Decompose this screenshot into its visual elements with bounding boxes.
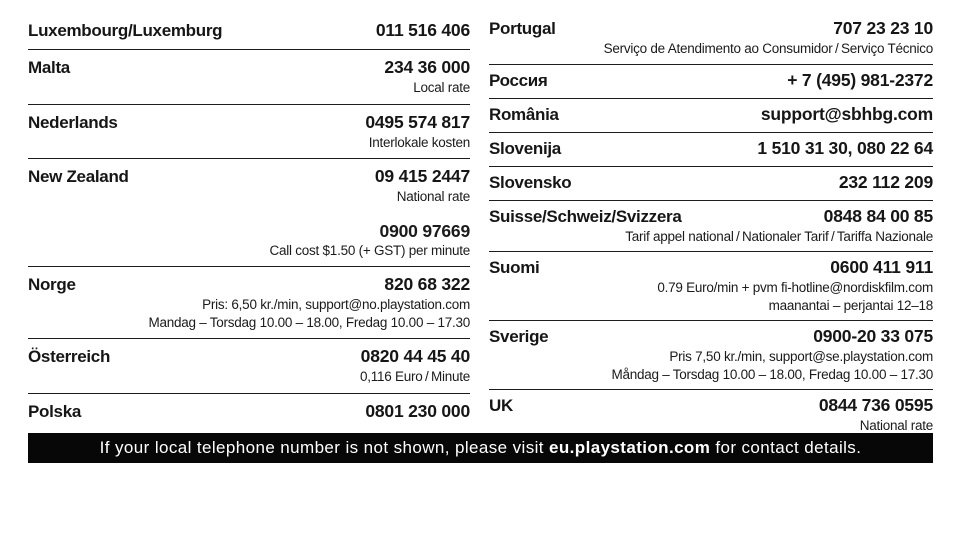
- contact-entry-main: Österreich 0820 44 45 40: [28, 345, 470, 368]
- contact-note: Mandag – Torsdag 10.00 – 18.00, Fredag 1…: [148, 314, 470, 330]
- country-name: România: [489, 104, 559, 124]
- contact-entry-main: Portugal 707 23 23 10: [489, 17, 933, 40]
- contact-entry: Österreich 0820 44 45 40 0,116 Euro / Minu…: [28, 339, 470, 394]
- contact-entry-main: Slovenija 1 510 31 30, 080 22 64: [489, 137, 933, 160]
- contact-entry-main: Suisse/Schweiz/Svizzera 0848 84 00 85: [489, 205, 933, 228]
- country-name: Slovensko: [489, 172, 572, 192]
- contact-entry: Malta 234 36 000 Local rate: [28, 50, 470, 105]
- contact-entry: New Zealand 09 415 2447 National rate 0900 …: [28, 159, 470, 267]
- contact-number-secondary: 0900 97669: [379, 220, 471, 241]
- contact-entry-main: Luxembourg/Luxemburg 011 516 406: [28, 19, 470, 42]
- contact-note: Pris: 6,50 kr./min, support@no.playstati…: [202, 297, 470, 312]
- contact-number: 0495 574 817: [365, 111, 470, 132]
- contact-entry-main: Slovensko 232 112 209: [489, 171, 933, 194]
- contact-entry: Suisse/Schweiz/Svizzera 0848 84 00 85 Tari…: [489, 201, 933, 252]
- contact-number: support@sbhbg.com: [760, 103, 933, 124]
- contact-entry-main: Sverige 0900-20 33 075: [489, 325, 933, 348]
- country-name: Luxembourg/Luxemburg: [28, 21, 223, 40]
- contact-note: Pris 7,50 kr./min, support@se.playstatio…: [669, 349, 933, 364]
- contact-entry: Norge 820 68 322 Pris: 6,50 kr./min, suppo…: [28, 267, 470, 339]
- footer-text-suffix: for contact details.: [710, 438, 862, 457]
- contact-note: Måndag – Torsdag 10.00 – 18.00, Fredag 1…: [611, 366, 933, 382]
- contact-number: + 7 (495) 981-2372: [787, 69, 933, 90]
- footer-text-prefix: If your local telephone number is not sh…: [99, 438, 550, 457]
- country-name: New Zealand: [28, 167, 129, 186]
- contact-note: National rate: [859, 418, 934, 433]
- contact-entry: Slovensko 232 112 209: [489, 167, 933, 201]
- contact-entry-main: Россия + 7 (495) 981-2372: [489, 69, 933, 92]
- contact-number: 820 68 322: [384, 274, 470, 294]
- contact-entry: Luxembourg/Luxemburg 011 516 406: [28, 13, 470, 50]
- contact-column-left: Luxembourg/Luxemburg 011 516 406 Malta 234 …: [28, 13, 470, 430]
- contact-entry-main: New Zealand 09 415 2447: [28, 165, 470, 188]
- contact-entry-main: Suomi 0600 411 911: [489, 256, 933, 279]
- contact-entry: Slovenija 1 510 31 30, 080 22 64: [489, 133, 933, 167]
- contact-entry: Polska 0801 230 000: [28, 394, 470, 430]
- contact-entry: România support@sbhbg.com: [489, 99, 933, 133]
- country-name: Suisse/Schweiz/Svizzera: [489, 206, 682, 226]
- country-name: Nederlands: [28, 112, 118, 132]
- contact-entry: Nederlands 0495 574 817 Interlokale kosten: [28, 105, 471, 159]
- contact-number: 0848 84 00 85: [823, 205, 934, 226]
- contact-note: Tarif appel national / Nationaler Tarif …: [625, 228, 933, 244]
- contact-note: National rate: [396, 189, 471, 204]
- contact-entry-main: Polska 0801 230 000: [28, 400, 470, 423]
- country-name: Polska: [28, 401, 82, 421]
- contact-column-right: Portugal 707 23 23 10 Serviço de Atendimen…: [489, 13, 933, 441]
- contact-note: Interlokale kosten: [368, 134, 471, 150]
- contact-entry-main: UK 0844 736 0595: [489, 394, 933, 417]
- contact-entry: Portugal 707 23 23 10 Serviço de Atendimen…: [489, 13, 933, 65]
- footer-url: eu.playstation.com: [549, 438, 711, 457]
- contact-note: 0.79 Euro/min + pvm fi-hotline@nordiskfi…: [657, 280, 933, 295]
- country-name: Portugal: [489, 19, 556, 38]
- country-name: Malta: [28, 58, 70, 77]
- contact-number: 232 112 209: [838, 171, 933, 192]
- contact-note: maanantai – perjantai 12–18: [768, 297, 934, 313]
- contact-number: 011 516 406: [375, 20, 470, 40]
- contact-note: Serviço de Atendimento ao Consumidor / S…: [603, 41, 934, 56]
- contact-number: 1 510 31 30, 080 22 64: [757, 137, 933, 158]
- contact-entry: UK 0844 736 0595 National rate: [489, 390, 933, 441]
- contact-number: 0600 411 911: [830, 257, 933, 277]
- footer-banner: If your local telephone number is not sh…: [28, 433, 933, 463]
- country-name: Norge: [28, 275, 76, 294]
- contact-entry: Россия + 7 (495) 981-2372: [489, 65, 933, 99]
- country-name: UK: [489, 396, 513, 415]
- contact-number: 707 23 23 10: [833, 18, 933, 38]
- contact-entry: Suomi 0600 411 911 0.79 Euro/min + pvm fi-…: [489, 252, 933, 321]
- contact-entry-main: Nederlands 0495 574 817: [28, 111, 470, 134]
- contact-number: 234 36 000: [384, 57, 470, 77]
- country-name: Suomi: [489, 258, 540, 277]
- country-name: Österreich: [28, 347, 111, 366]
- contact-entry: Sverige 0900-20 33 075 Pris 7,50 kr./min, …: [489, 321, 933, 390]
- contact-note: Local rate: [413, 80, 470, 95]
- contact-number: 0820 44 45 40: [360, 346, 471, 366]
- contact-entry-main: România support@sbhbg.com: [489, 103, 933, 126]
- contact-note: Call cost $1.50 (+ GST) per minute: [269, 242, 471, 258]
- contact-entry-main: Malta 234 36 000: [28, 56, 470, 79]
- contact-number: 09 415 2447: [374, 166, 470, 186]
- contact-note: 0,116 Euro / Minute: [360, 369, 470, 384]
- country-name: Sverige: [489, 327, 549, 346]
- country-name: Россия: [489, 70, 548, 90]
- contact-number: 0900-20 33 075: [813, 326, 933, 346]
- contact-number: 0844 736 0595: [818, 395, 933, 415]
- country-name: Slovenija: [489, 138, 561, 158]
- contact-entry-main: Norge 820 68 322: [28, 273, 470, 296]
- contact-number: 0801 230 000: [365, 400, 470, 421]
